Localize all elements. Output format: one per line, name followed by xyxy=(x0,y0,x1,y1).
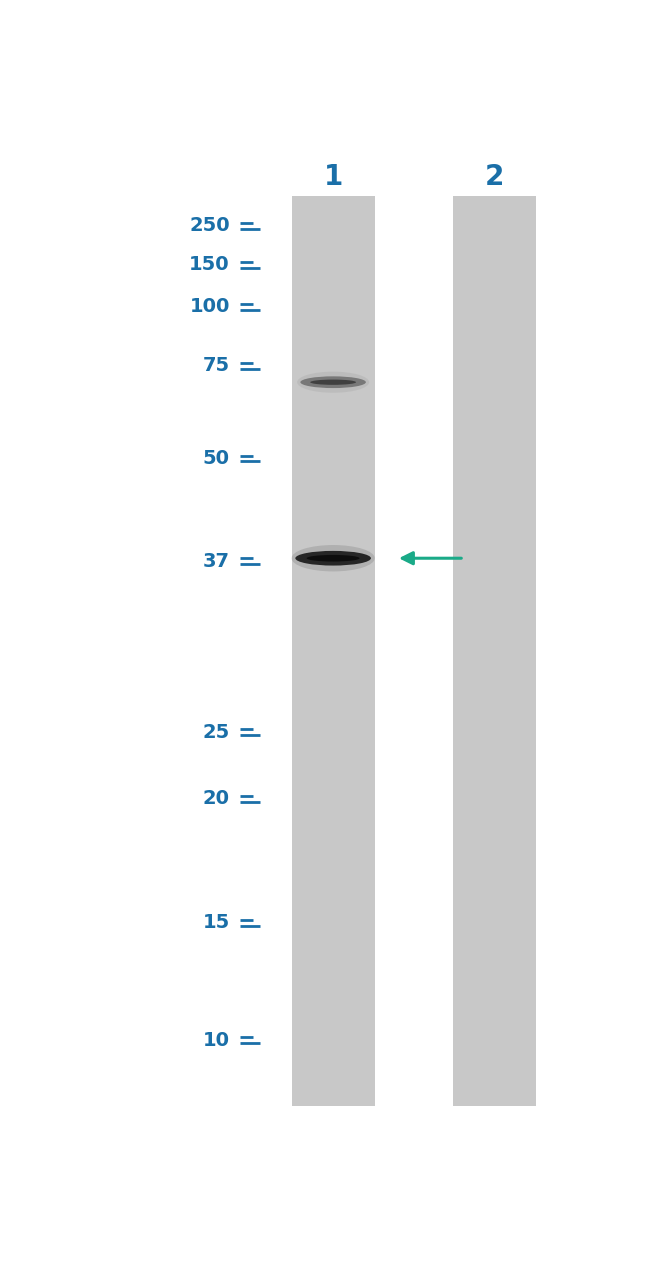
Text: 25: 25 xyxy=(203,723,230,742)
Ellipse shape xyxy=(307,555,359,561)
Text: 150: 150 xyxy=(189,255,230,274)
Bar xyxy=(292,197,374,1106)
Ellipse shape xyxy=(310,380,356,385)
Text: 15: 15 xyxy=(203,913,230,932)
Text: 75: 75 xyxy=(203,356,230,375)
Text: 20: 20 xyxy=(203,789,230,808)
Text: 250: 250 xyxy=(189,216,230,235)
Text: 50: 50 xyxy=(203,450,230,467)
Ellipse shape xyxy=(295,551,371,565)
Bar xyxy=(453,197,536,1106)
Text: 2: 2 xyxy=(485,163,504,190)
Ellipse shape xyxy=(300,376,366,389)
Text: 1: 1 xyxy=(324,163,343,190)
Text: 100: 100 xyxy=(190,297,230,316)
Ellipse shape xyxy=(297,372,369,392)
Text: 10: 10 xyxy=(203,1031,230,1050)
Text: 37: 37 xyxy=(203,551,230,570)
Ellipse shape xyxy=(292,545,374,572)
